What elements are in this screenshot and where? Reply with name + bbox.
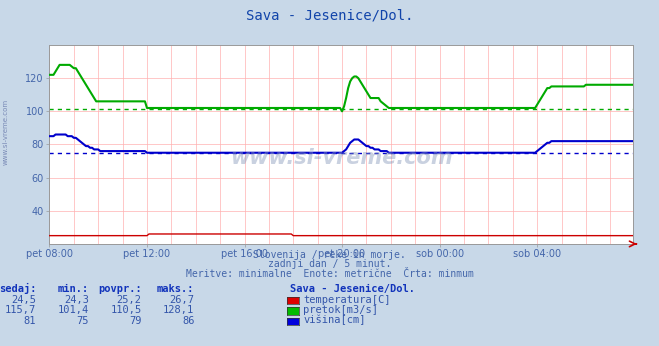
Text: 25,2: 25,2 [117, 295, 142, 305]
Text: 110,5: 110,5 [111, 305, 142, 315]
Text: Sava - Jesenice/Dol.: Sava - Jesenice/Dol. [290, 284, 415, 294]
Text: maks.:: maks.: [157, 284, 194, 294]
Text: pretok[m3/s]: pretok[m3/s] [303, 305, 378, 315]
Text: 24,3: 24,3 [64, 295, 89, 305]
Text: Slovenija / reke in morje.: Slovenija / reke in morje. [253, 250, 406, 260]
Text: višina[cm]: višina[cm] [303, 315, 366, 326]
Text: 115,7: 115,7 [5, 305, 36, 315]
Text: sedaj:: sedaj: [0, 283, 36, 294]
Text: min.:: min.: [58, 284, 89, 294]
Text: 81: 81 [24, 316, 36, 326]
Text: temperatura[C]: temperatura[C] [303, 295, 391, 305]
Text: 86: 86 [182, 316, 194, 326]
Text: 26,7: 26,7 [169, 295, 194, 305]
Text: 101,4: 101,4 [58, 305, 89, 315]
Text: Meritve: minimalne  Enote: metrične  Črta: minmum: Meritve: minimalne Enote: metrične Črta:… [186, 269, 473, 279]
Text: zadnji dan / 5 minut.: zadnji dan / 5 minut. [268, 259, 391, 269]
Text: www.si-vreme.com: www.si-vreme.com [230, 148, 452, 169]
Text: 128,1: 128,1 [163, 305, 194, 315]
Text: Sava - Jesenice/Dol.: Sava - Jesenice/Dol. [246, 9, 413, 22]
Text: 79: 79 [129, 316, 142, 326]
Text: 75: 75 [76, 316, 89, 326]
Text: povpr.:: povpr.: [98, 284, 142, 294]
Text: www.si-vreme.com: www.si-vreme.com [2, 98, 9, 165]
Text: 24,5: 24,5 [11, 295, 36, 305]
